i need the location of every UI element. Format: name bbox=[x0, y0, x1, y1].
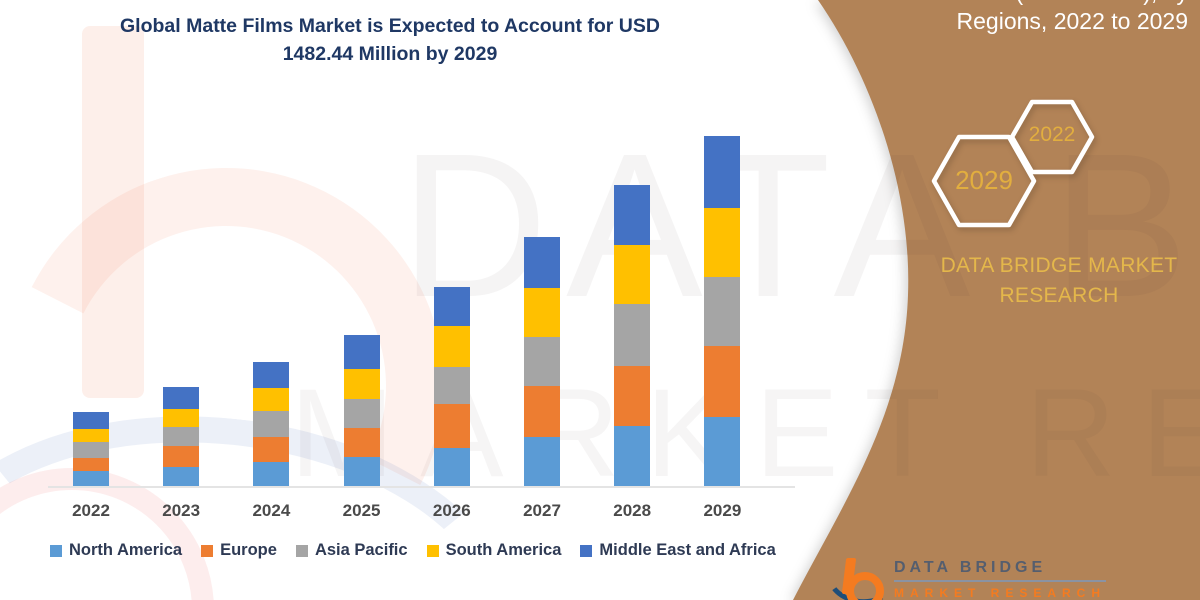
legend-item: North America bbox=[50, 541, 182, 560]
hexagon-2029 bbox=[931, 134, 1037, 228]
x-axis-label: 2025 bbox=[342, 501, 381, 520]
bar-segment-2027 bbox=[524, 337, 560, 387]
footer-logo-text: DATA BRIDGE MARKET RESEARCH bbox=[894, 559, 1107, 600]
bar-segment-2027 bbox=[524, 288, 560, 338]
hexagon-2022 bbox=[1009, 99, 1095, 175]
bar-segment-2028 bbox=[614, 245, 651, 305]
bar-segment-2025 bbox=[343, 457, 380, 488]
bar-segment-2022 bbox=[73, 471, 109, 488]
bar-segment-2022 bbox=[73, 442, 109, 458]
legend-swatch-icon bbox=[201, 544, 214, 557]
bar-segment-2025 bbox=[343, 398, 380, 428]
bar-segment-2023 bbox=[163, 467, 200, 488]
x-axis-label: 2028 bbox=[613, 501, 652, 520]
legend-swatch-icon bbox=[50, 544, 62, 557]
x-axis-label: 2029 bbox=[703, 501, 742, 520]
bar-segment-2022 bbox=[73, 458, 109, 472]
bar-segment-2022 bbox=[73, 412, 109, 429]
legend-label: South America bbox=[445, 541, 562, 559]
bar-segment-2025 bbox=[343, 334, 380, 369]
bar-segment-2024 bbox=[253, 411, 290, 438]
bar-segment-2023 bbox=[163, 427, 200, 447]
bar-segment-2025 bbox=[343, 428, 380, 458]
footer-logo-line2: MARKET RESEARCH bbox=[894, 586, 1107, 600]
legend-label: Middle East and Africa bbox=[599, 541, 776, 559]
watermark-b-logo-stem bbox=[82, 26, 144, 398]
bar-segment-2026 bbox=[433, 403, 470, 448]
bar-segment-2029 bbox=[704, 208, 741, 278]
x-axis-label: 2024 bbox=[252, 501, 291, 520]
legend-label: North America bbox=[69, 541, 183, 559]
bar-segment-2026 bbox=[433, 326, 470, 368]
data-bridge-b-icon bbox=[821, 542, 901, 600]
x-axis-label: 2026 bbox=[432, 501, 471, 520]
legend-swatch-icon bbox=[580, 544, 593, 557]
chart-legend: North America Europe Asia Pacific South Ame… bbox=[50, 541, 776, 560]
logo-b-bowl bbox=[846, 572, 884, 600]
bar-segment-2025 bbox=[343, 368, 380, 399]
bar-segment-2029 bbox=[704, 346, 741, 418]
footer-logo-line1: DATA BRIDGE bbox=[894, 559, 1107, 582]
banner-clipped-line: (USD Million), by bbox=[1015, 0, 1188, 6]
legend-label: Europe bbox=[220, 541, 277, 559]
bar-segment-2026 bbox=[433, 367, 470, 404]
bar-segment-2029 bbox=[704, 417, 741, 488]
bar-segment-2026 bbox=[433, 448, 470, 488]
hexagon-2022-label: 2022 bbox=[1028, 123, 1076, 146]
brand-wordmark: DATA BRIDGE MARKET RESEARCH bbox=[940, 254, 1178, 308]
legend-swatch-icon bbox=[295, 544, 308, 557]
footer-logo: DATA BRIDGE MARKET RESEARCH bbox=[821, 542, 1107, 600]
chart-title-line1: Global Matte Films Market is Expected to… bbox=[120, 15, 660, 37]
chart-title: Global Matte Films Market is Expected to… bbox=[30, 12, 750, 69]
chart-title-line2: 1482.44 Million by 2029 bbox=[282, 43, 498, 66]
bar-segment-2027 bbox=[524, 386, 560, 438]
bar-segment-2029 bbox=[704, 277, 741, 347]
legend-swatch-icon bbox=[426, 544, 439, 557]
x-axis-label: 2023 bbox=[162, 501, 201, 520]
legend-item: Asia Pacific bbox=[295, 541, 408, 560]
legend-item: Europe bbox=[201, 541, 277, 560]
legend-item: South America bbox=[426, 541, 562, 560]
bar-segment-2029 bbox=[704, 136, 741, 208]
bar-segment-2023 bbox=[163, 387, 200, 409]
bar-segment-2026 bbox=[433, 287, 470, 327]
x-axis-line bbox=[48, 486, 795, 488]
bar-segment-2027 bbox=[524, 237, 560, 288]
bar-segment-2023 bbox=[163, 408, 200, 428]
bar-segment-2028 bbox=[614, 304, 651, 367]
bar-segment-2024 bbox=[253, 362, 290, 388]
bar-segment-2028 bbox=[614, 185, 651, 246]
bar-segment-2024 bbox=[253, 388, 290, 412]
bar-segment-2024 bbox=[253, 462, 290, 488]
legend-label: Asia Pacific bbox=[314, 541, 408, 559]
bar-segment-2028 bbox=[614, 426, 651, 488]
x-axis-label: 2022 bbox=[72, 501, 110, 520]
x-axis-label: 2027 bbox=[523, 501, 561, 520]
bar-segment-2024 bbox=[253, 437, 290, 463]
bar-segment-2028 bbox=[614, 366, 651, 427]
hexagon-2029-label: 2029 bbox=[955, 165, 1013, 195]
banner-subtitle: Regions, 2022 to 2029 bbox=[956, 8, 1188, 34]
bar-segment-2023 bbox=[163, 446, 200, 468]
bar-segment-2022 bbox=[73, 428, 109, 443]
legend-item: Middle East and Africa bbox=[580, 541, 776, 560]
bar-segment-2027 bbox=[524, 437, 560, 488]
